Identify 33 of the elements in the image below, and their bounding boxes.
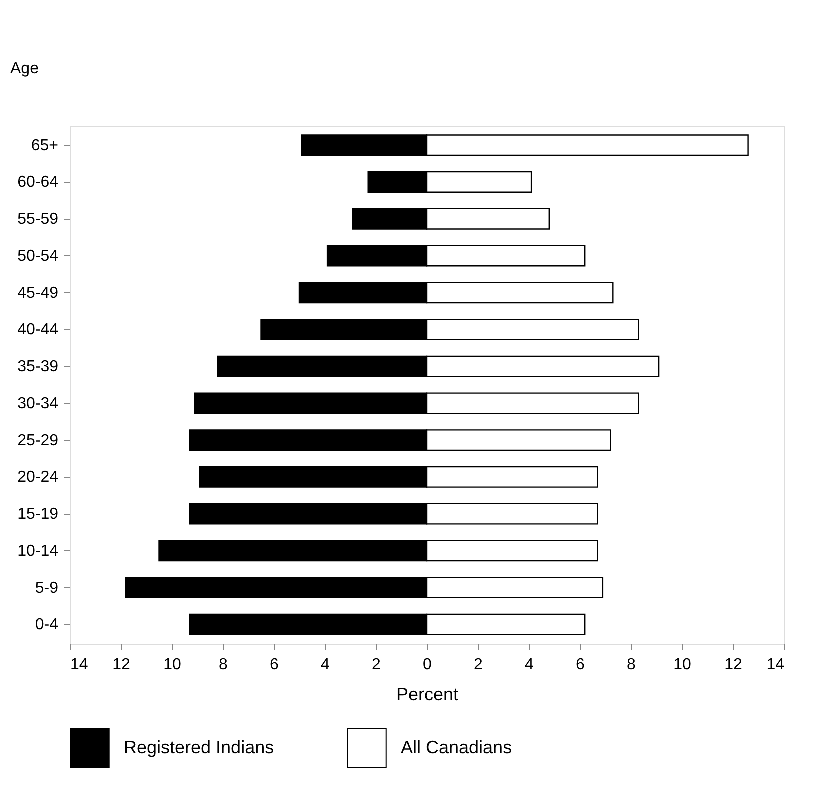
y-tick-label: 20-24 <box>18 469 59 486</box>
x-tick-label: 10 <box>674 656 692 674</box>
y-tick-label: 45-49 <box>18 284 59 302</box>
x-tick-label: 14 <box>766 656 785 674</box>
y-tick-label: 35-39 <box>18 358 59 376</box>
y-tick-label: 15-19 <box>18 506 59 524</box>
y-tick-label: 10-14 <box>18 542 59 560</box>
y-tick-label: 5-9 <box>35 580 59 597</box>
x-tick-label: 4 <box>525 656 534 674</box>
x-tick-label: 14 <box>70 656 88 674</box>
x-tick-label: 6 <box>270 656 280 674</box>
y-tick-label: 55-59 <box>18 211 59 228</box>
y-tick-label: 40-44 <box>18 322 59 339</box>
x-tick-label: 12 <box>724 656 742 674</box>
x-tick-label: 8 <box>627 656 636 674</box>
y-axis-title: Age <box>10 60 40 78</box>
y-tick-label: 65+ <box>31 137 58 154</box>
x-axis-title: Percent <box>396 684 459 704</box>
x-tick-label: 6 <box>576 656 586 674</box>
y-tick-label: 60-64 <box>18 174 59 192</box>
x-tick-label: 2 <box>474 656 484 674</box>
y-tick-label: 30-34 <box>18 395 59 412</box>
y-tick-label: 25-29 <box>18 432 59 450</box>
x-tick-label: 10 <box>164 656 182 674</box>
x-tick-label: 8 <box>219 656 228 674</box>
x-tick-label: 12 <box>112 656 130 674</box>
x-tick-label: 4 <box>321 656 330 674</box>
legend-label: All Canadians <box>401 737 512 758</box>
legend-label: Registered Indians <box>124 737 274 758</box>
x-tick-label: 0 <box>423 656 432 674</box>
y-tick-label: 50-54 <box>18 248 59 265</box>
x-tick-label: 2 <box>372 656 382 674</box>
y-tick-label: 0-4 <box>35 616 59 634</box>
